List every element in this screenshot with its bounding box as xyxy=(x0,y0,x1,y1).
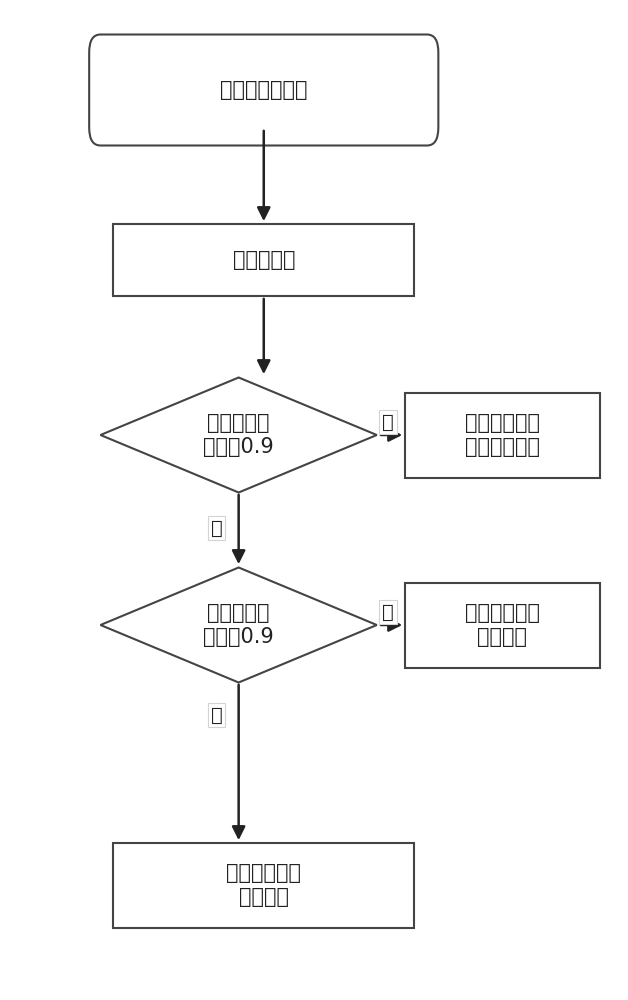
Text: 否: 否 xyxy=(211,706,222,724)
FancyBboxPatch shape xyxy=(89,34,438,145)
Text: 计算饱和度: 计算饱和度 xyxy=(232,250,295,270)
Text: 否: 否 xyxy=(211,518,222,538)
Text: 各转向饱和
度小于0.9: 各转向饱和 度小于0.9 xyxy=(203,413,274,457)
Text: 是: 是 xyxy=(382,412,394,432)
Bar xyxy=(113,224,414,296)
Bar xyxy=(405,582,600,668)
Bar xyxy=(113,842,414,928)
Polygon shape xyxy=(100,378,377,493)
Bar xyxy=(405,392,600,478)
Text: 各转向饱和
度大于0.9: 各转向饱和 度大于0.9 xyxy=(203,603,274,647)
Text: 非饱和状态时
信号配时方案: 非饱和状态时 信号配时方案 xyxy=(465,413,540,457)
Text: 各个转向饱和
配时方案: 各个转向饱和 配时方案 xyxy=(226,863,301,907)
Polygon shape xyxy=(100,568,377,682)
Text: 获取检测器信息: 获取检测器信息 xyxy=(220,80,308,100)
Text: 单方向过饱和
配时方案: 单方向过饱和 配时方案 xyxy=(465,603,540,647)
Text: 是: 是 xyxy=(382,602,394,621)
